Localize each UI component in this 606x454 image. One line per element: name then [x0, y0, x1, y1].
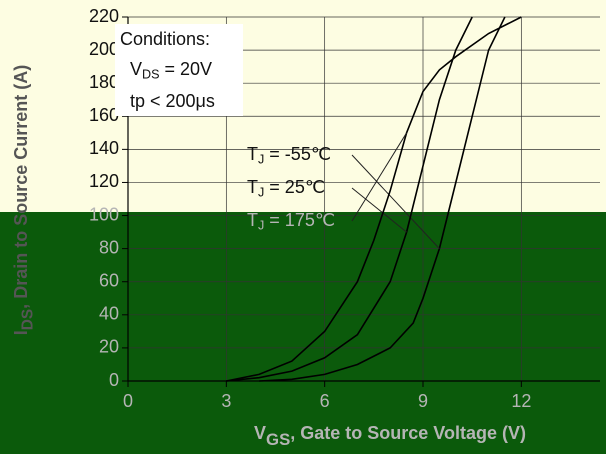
y-tick-label: 100 [89, 204, 119, 224]
y-tick-label: 0 [109, 370, 119, 390]
conditions-box [115, 24, 243, 116]
conditions-vds-sub: DS [142, 68, 160, 82]
legend-label-main: T [247, 177, 258, 197]
y-tick-label: 40 [99, 304, 119, 324]
y-tick-label: 80 [99, 237, 119, 257]
legend-label: TJ = -55℃ [247, 144, 331, 167]
x-tick-label: 6 [320, 391, 330, 411]
legend-label: TJ = 175℃ [247, 210, 335, 233]
legend-label-sub: J [258, 219, 264, 233]
legend-label-sub: J [258, 186, 264, 200]
legend-arrow [351, 132, 408, 222]
background-top [0, 0, 606, 212]
y-tick-label: 20 [99, 337, 119, 357]
y-axis-label: IDS, Drain to Source Current (A) [11, 65, 37, 335]
legend-arrow [351, 187, 407, 233]
x-axis-label-rest: , Gate to Source Voltage (V) [290, 423, 526, 443]
y-axis-label-main: I [11, 330, 31, 335]
x-axis-label-main: V [254, 423, 266, 443]
legend-label: TJ = 25℃ [247, 177, 325, 200]
y-tick-label: 140 [89, 138, 119, 158]
conditions-title: Conditions: [120, 29, 210, 49]
y-axis-label-sub: DS [20, 309, 37, 330]
series-line [226, 16, 522, 382]
legend-label-rest: = -55℃ [264, 144, 331, 164]
x-tick-label: 12 [511, 391, 531, 411]
legend-label-main: T [247, 144, 258, 164]
conditions-vds: VDS = 20V [130, 59, 212, 82]
legend-label-main: T [247, 210, 258, 230]
y-axis-label-rest: , Drain to Source Current (A) [11, 65, 31, 309]
x-axis-label: VGS, Gate to Source Voltage (V) [254, 423, 526, 450]
y-tick-label: 180 [89, 72, 119, 92]
y-tick-label: 60 [99, 270, 119, 290]
conditions-vds-main: V [130, 59, 142, 79]
legend-label-sub: J [258, 153, 264, 167]
background-bottom [0, 212, 606, 454]
y-tick-label: 120 [89, 171, 119, 191]
series-line [226, 16, 473, 382]
y-tick-label: 160 [89, 105, 119, 125]
series-line [259, 16, 506, 382]
x-tick-label: 9 [418, 391, 428, 411]
y-tick-label: 200 [89, 39, 119, 59]
x-tick-label: 3 [221, 391, 231, 411]
x-tick-label: 0 [123, 391, 133, 411]
conditions-vds-rest: = 20V [160, 59, 213, 79]
legend-label-rest: = 25℃ [264, 177, 325, 197]
legend-arrow [351, 154, 440, 249]
legend-label-rest: = 175℃ [264, 210, 335, 230]
y-tick-label: 220 [89, 6, 119, 26]
conditions-tp: tp < 200μs [130, 91, 215, 111]
x-axis-label-sub: GS [266, 431, 290, 450]
